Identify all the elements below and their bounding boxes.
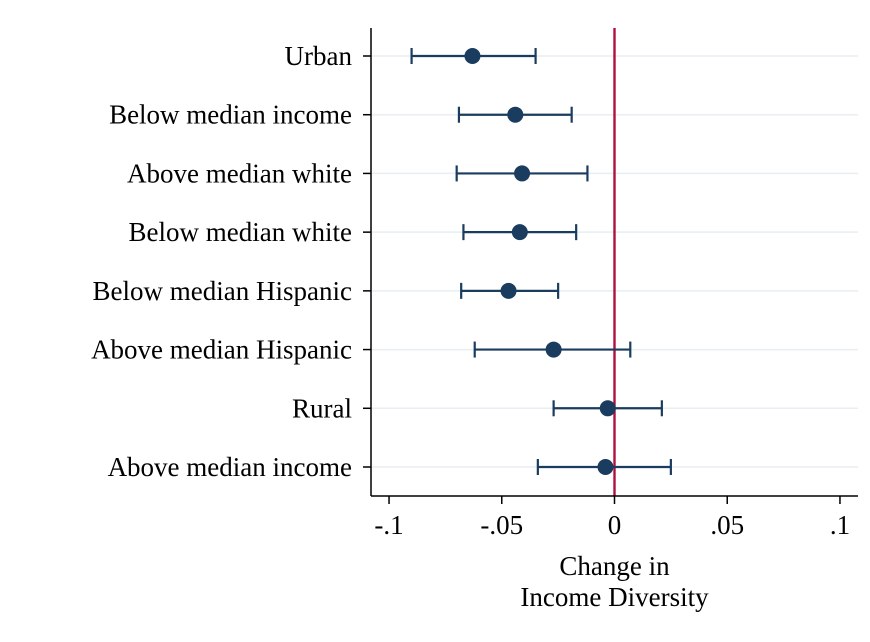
x-axis-title-line-1: Change in <box>559 551 670 581</box>
point-estimate <box>597 459 614 475</box>
point-estimate <box>545 341 562 358</box>
x-tick-label: -.1 <box>374 510 403 540</box>
row-label: Urban <box>285 41 353 71</box>
x-axis-title-line-2: Income Diversity <box>520 582 709 612</box>
point-estimate <box>507 106 524 123</box>
row-label: Rural <box>292 393 352 423</box>
row-label: Below median income <box>109 100 352 130</box>
point-estimate <box>464 48 481 64</box>
row-label: Below median white <box>129 217 352 247</box>
row-label: Above median income <box>108 452 352 482</box>
point-estimate <box>511 224 528 241</box>
x-tick-label: -.05 <box>480 510 523 540</box>
row-labels: Urban Below median income Above median whi… <box>91 41 371 482</box>
row-label: Above median Hispanic <box>91 335 352 365</box>
point-estimate <box>514 165 531 182</box>
row-label: Below median Hispanic <box>93 276 352 306</box>
point-estimate <box>599 400 616 417</box>
x-tick-label: .05 <box>710 510 744 540</box>
point-estimates <box>464 48 616 475</box>
row-label: Above median white <box>127 158 352 188</box>
x-tick-label: 0 <box>608 510 622 540</box>
confidence-intervals <box>410 48 672 475</box>
point-estimate <box>500 282 517 299</box>
x-tick-label: .1 <box>830 510 850 540</box>
x-ticks: -.1 -.05 0 .05 .1 <box>374 496 850 540</box>
